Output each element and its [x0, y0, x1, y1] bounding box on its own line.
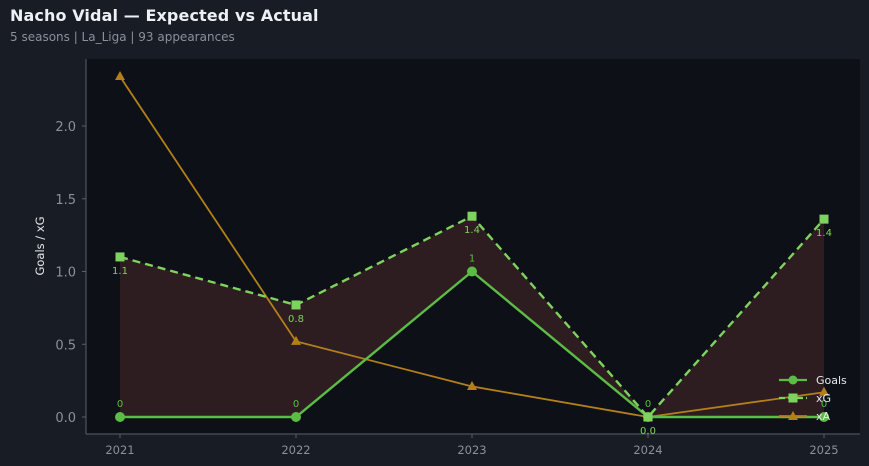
- legend-item-xg: xG: [779, 392, 831, 405]
- svg-text:xA: xA: [816, 410, 831, 423]
- data-labels: 0 0 1 0 0 1.1 0.8 1.4 0.0 1.4: [112, 225, 832, 437]
- goals-point: [115, 412, 125, 422]
- goals-point: [819, 412, 829, 422]
- xg-point: [115, 252, 125, 262]
- xg-point: [467, 211, 477, 221]
- xa-point: [291, 335, 301, 345]
- circle-marker-icon: [788, 375, 798, 385]
- xa-point: [819, 386, 829, 396]
- y-axis-label: Goals / xG: [33, 216, 47, 275]
- legend-item-goals: Goals: [779, 374, 847, 387]
- x-tick-label: 2022: [281, 443, 310, 457]
- fill-between-area: [120, 216, 824, 417]
- goals-point: [467, 266, 477, 277]
- xg-value-label: 1.4: [464, 225, 480, 236]
- series-goals: [115, 266, 829, 422]
- xg-point: [643, 412, 653, 422]
- goals-value-label: 0: [645, 399, 651, 410]
- goals-value-label: 0: [293, 399, 299, 410]
- xg-point: [291, 300, 301, 310]
- goals-value-label: 1: [469, 254, 475, 265]
- x-tick-label: 2021: [105, 443, 134, 457]
- y-tick-label: 1.0: [55, 266, 76, 281]
- legend: Goals xG xA: [779, 374, 847, 423]
- xg-value-label: 0.8: [288, 314, 304, 325]
- triangle-marker-icon: [788, 411, 798, 420]
- y-tick-label: 2.0: [55, 120, 76, 135]
- xg-value-label: 1.1: [112, 266, 128, 277]
- xg-value-label: 1.4: [816, 228, 832, 239]
- y-axis-ticks: 0.0 0.5 1.0 1.5 2.0: [55, 120, 86, 426]
- x-tick-label: 2023: [457, 443, 486, 457]
- chart-title: Nacho Vidal — Expected vs Actual: [10, 6, 319, 25]
- square-marker-icon: [788, 393, 798, 403]
- x-tick-label: 2025: [809, 443, 838, 457]
- goals-value-label: 0: [821, 399, 827, 410]
- xg-point: [819, 214, 829, 224]
- y-tick-label: 0.5: [55, 338, 76, 353]
- goals-point: [291, 412, 301, 422]
- svg-text:xG: xG: [816, 392, 831, 405]
- y-tick-label: 1.5: [55, 193, 76, 208]
- x-tick-label: 2024: [633, 443, 662, 457]
- xa-point: [467, 380, 477, 390]
- svg-text:Goals: Goals: [816, 374, 847, 387]
- series-xg: [115, 211, 829, 422]
- chart-subtitle: 5 seasons | La_Liga | 93 appearances: [10, 30, 235, 44]
- xg-value-label: 0.0: [640, 426, 656, 437]
- goals-value-label: 0: [117, 399, 123, 410]
- xa-point: [115, 71, 125, 81]
- legend-item-xa: xA: [779, 410, 831, 423]
- y-tick-label: 0.0: [55, 411, 76, 426]
- x-axis-ticks: 2021 2022 2023 2024 2025: [105, 434, 839, 457]
